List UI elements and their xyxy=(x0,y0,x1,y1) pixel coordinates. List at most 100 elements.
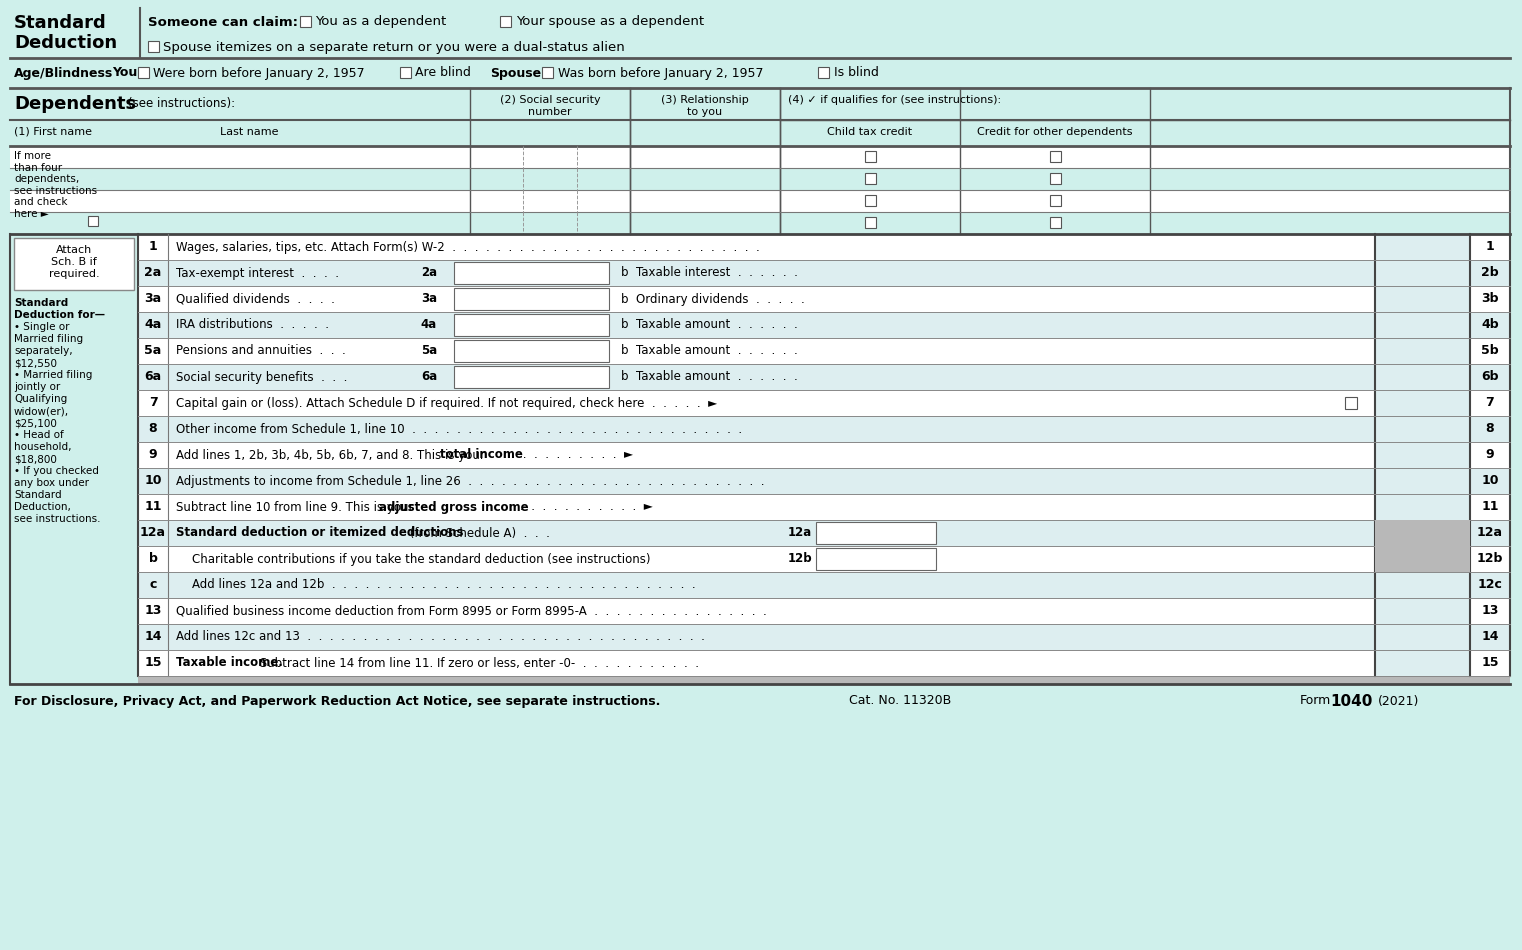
Text: widow(er),: widow(er), xyxy=(14,406,68,416)
Text: 3a: 3a xyxy=(145,293,161,306)
Bar xyxy=(11,146,779,168)
Bar xyxy=(1374,572,1470,598)
Text: 12c: 12c xyxy=(1478,579,1502,592)
Bar xyxy=(1374,650,1470,676)
Text: Other income from Schedule 1, line 10  .  .  .  .  .  .  .  .  .  .  .  .  .  . : Other income from Schedule 1, line 10 . … xyxy=(177,423,743,435)
Text: see instructions.: see instructions. xyxy=(14,514,100,524)
Text: Charitable contributions if you take the standard deduction (see instructions): Charitable contributions if you take the… xyxy=(192,553,650,565)
Bar xyxy=(139,676,1510,684)
Bar xyxy=(1374,260,1470,286)
Text: Standard deduction or itemized deductions: Standard deduction or itemized deduction… xyxy=(177,526,464,540)
Text: Dependents: Dependents xyxy=(14,95,135,113)
Bar xyxy=(1374,494,1470,520)
Bar xyxy=(1374,520,1470,546)
Bar xyxy=(1374,624,1470,650)
Text: Deduction: Deduction xyxy=(14,34,117,52)
Bar xyxy=(864,195,877,206)
Text: Married filing: Married filing xyxy=(14,334,84,344)
Bar xyxy=(1470,260,1510,286)
Text: Was born before January 2, 1957: Was born before January 2, 1957 xyxy=(559,66,764,80)
Text: 13: 13 xyxy=(1481,604,1499,618)
Text: Last name: Last name xyxy=(221,127,279,137)
Bar xyxy=(1470,390,1510,416)
Bar xyxy=(817,67,829,78)
Text: Wages, salaries, tips, etc. Attach Form(s) W-2  .  .  .  .  .  .  .  .  .  .  . : Wages, salaries, tips, etc. Attach Form(… xyxy=(177,240,759,254)
Bar xyxy=(139,598,1374,624)
Bar xyxy=(1374,286,1470,312)
Bar xyxy=(1374,234,1470,260)
Text: 2b: 2b xyxy=(1481,267,1499,279)
Text: Taxable income.: Taxable income. xyxy=(177,656,283,670)
Bar xyxy=(139,260,1374,286)
Bar xyxy=(139,338,1374,364)
Text: 3b: 3b xyxy=(1481,293,1499,306)
Text: b  Taxable amount  .  .  .  .  .  .: b Taxable amount . . . . . . xyxy=(621,318,798,332)
Bar xyxy=(11,212,779,234)
Bar xyxy=(454,340,609,362)
Bar xyxy=(1374,416,1470,442)
Text: 7: 7 xyxy=(149,396,157,409)
Text: 10: 10 xyxy=(1481,474,1499,487)
Text: (2) Social security: (2) Social security xyxy=(499,95,600,105)
Text: Attach
Sch. B if
required.: Attach Sch. B if required. xyxy=(49,245,99,278)
Bar xyxy=(1050,151,1061,162)
Text: 6b: 6b xyxy=(1481,370,1499,384)
Text: Add lines 1, 2b, 3b, 4b, 5b, 6b, 7, and 8. This is your: Add lines 1, 2b, 3b, 4b, 5b, 6b, 7, and … xyxy=(177,448,489,462)
Bar xyxy=(1470,572,1510,598)
Bar xyxy=(1470,286,1510,312)
Text: 9: 9 xyxy=(149,448,157,462)
Bar xyxy=(88,216,97,226)
Text: number: number xyxy=(528,107,572,117)
Text: adjusted gross income: adjusted gross income xyxy=(379,501,528,514)
Bar xyxy=(11,58,1510,88)
Text: b  Taxable amount  .  .  .  .  .  .: b Taxable amount . . . . . . xyxy=(621,370,798,384)
Bar xyxy=(1470,494,1510,520)
Text: Child tax credit: Child tax credit xyxy=(828,127,913,137)
Bar xyxy=(1470,546,1510,572)
Text: • Married filing: • Married filing xyxy=(14,370,93,380)
Text: 7: 7 xyxy=(1485,396,1495,409)
Bar xyxy=(1470,416,1510,442)
Bar xyxy=(1374,338,1470,364)
Bar xyxy=(779,190,1510,212)
Text: 13: 13 xyxy=(145,604,161,618)
Bar xyxy=(11,190,779,212)
Bar xyxy=(1374,442,1470,468)
Bar xyxy=(1374,520,1470,546)
Bar xyxy=(1470,598,1510,624)
Bar xyxy=(139,234,1374,260)
Text: 12b: 12b xyxy=(1476,553,1504,565)
Text: .  .  .  .  .  .  .  .  .  .  ►: . . . . . . . . . . ► xyxy=(504,448,633,462)
Text: • Single or: • Single or xyxy=(14,322,70,332)
Text: Qualified business income deduction from Form 8995 or Form 8995-A  .  .  .  .  .: Qualified business income deduction from… xyxy=(177,604,767,618)
Text: (3) Relationship: (3) Relationship xyxy=(661,95,749,105)
Text: (2021): (2021) xyxy=(1377,694,1420,708)
Text: 10: 10 xyxy=(145,474,161,487)
Text: 8: 8 xyxy=(149,423,157,435)
Bar xyxy=(454,366,609,388)
Bar xyxy=(11,88,1510,146)
Text: Subtract line 14 from line 11. If zero or less, enter -0-  .  .  .  .  .  .  .  : Subtract line 14 from line 11. If zero o… xyxy=(256,656,699,670)
Text: Are blind: Are blind xyxy=(416,66,470,80)
Bar xyxy=(1050,195,1061,206)
Text: Were born before January 2, 1957: Were born before January 2, 1957 xyxy=(154,66,365,80)
Bar xyxy=(501,16,511,27)
Text: Capital gain or (loss). Attach Schedule D if required. If not required, check he: Capital gain or (loss). Attach Schedule … xyxy=(177,396,717,409)
Text: Someone can claim:: Someone can claim: xyxy=(148,15,298,28)
Text: IRA distributions  .  .  .  .  .: IRA distributions . . . . . xyxy=(177,318,329,332)
Bar xyxy=(816,548,936,570)
Bar xyxy=(779,168,1510,190)
Bar xyxy=(139,468,1374,494)
Bar xyxy=(454,262,609,284)
Bar xyxy=(139,67,149,78)
Text: total income: total income xyxy=(440,448,524,462)
Text: .  .  .  .  .  .  .  .  .  .  .  .  .  ►: . . . . . . . . . . . . . ► xyxy=(490,501,653,514)
Text: Social security benefits  .  .  .: Social security benefits . . . xyxy=(177,370,347,384)
Text: • Head of: • Head of xyxy=(14,430,64,440)
Bar xyxy=(1374,546,1470,572)
Bar xyxy=(1470,312,1510,338)
Bar xyxy=(1470,442,1510,468)
Text: 14: 14 xyxy=(145,631,161,643)
Bar xyxy=(816,522,936,544)
Bar xyxy=(139,286,1374,312)
